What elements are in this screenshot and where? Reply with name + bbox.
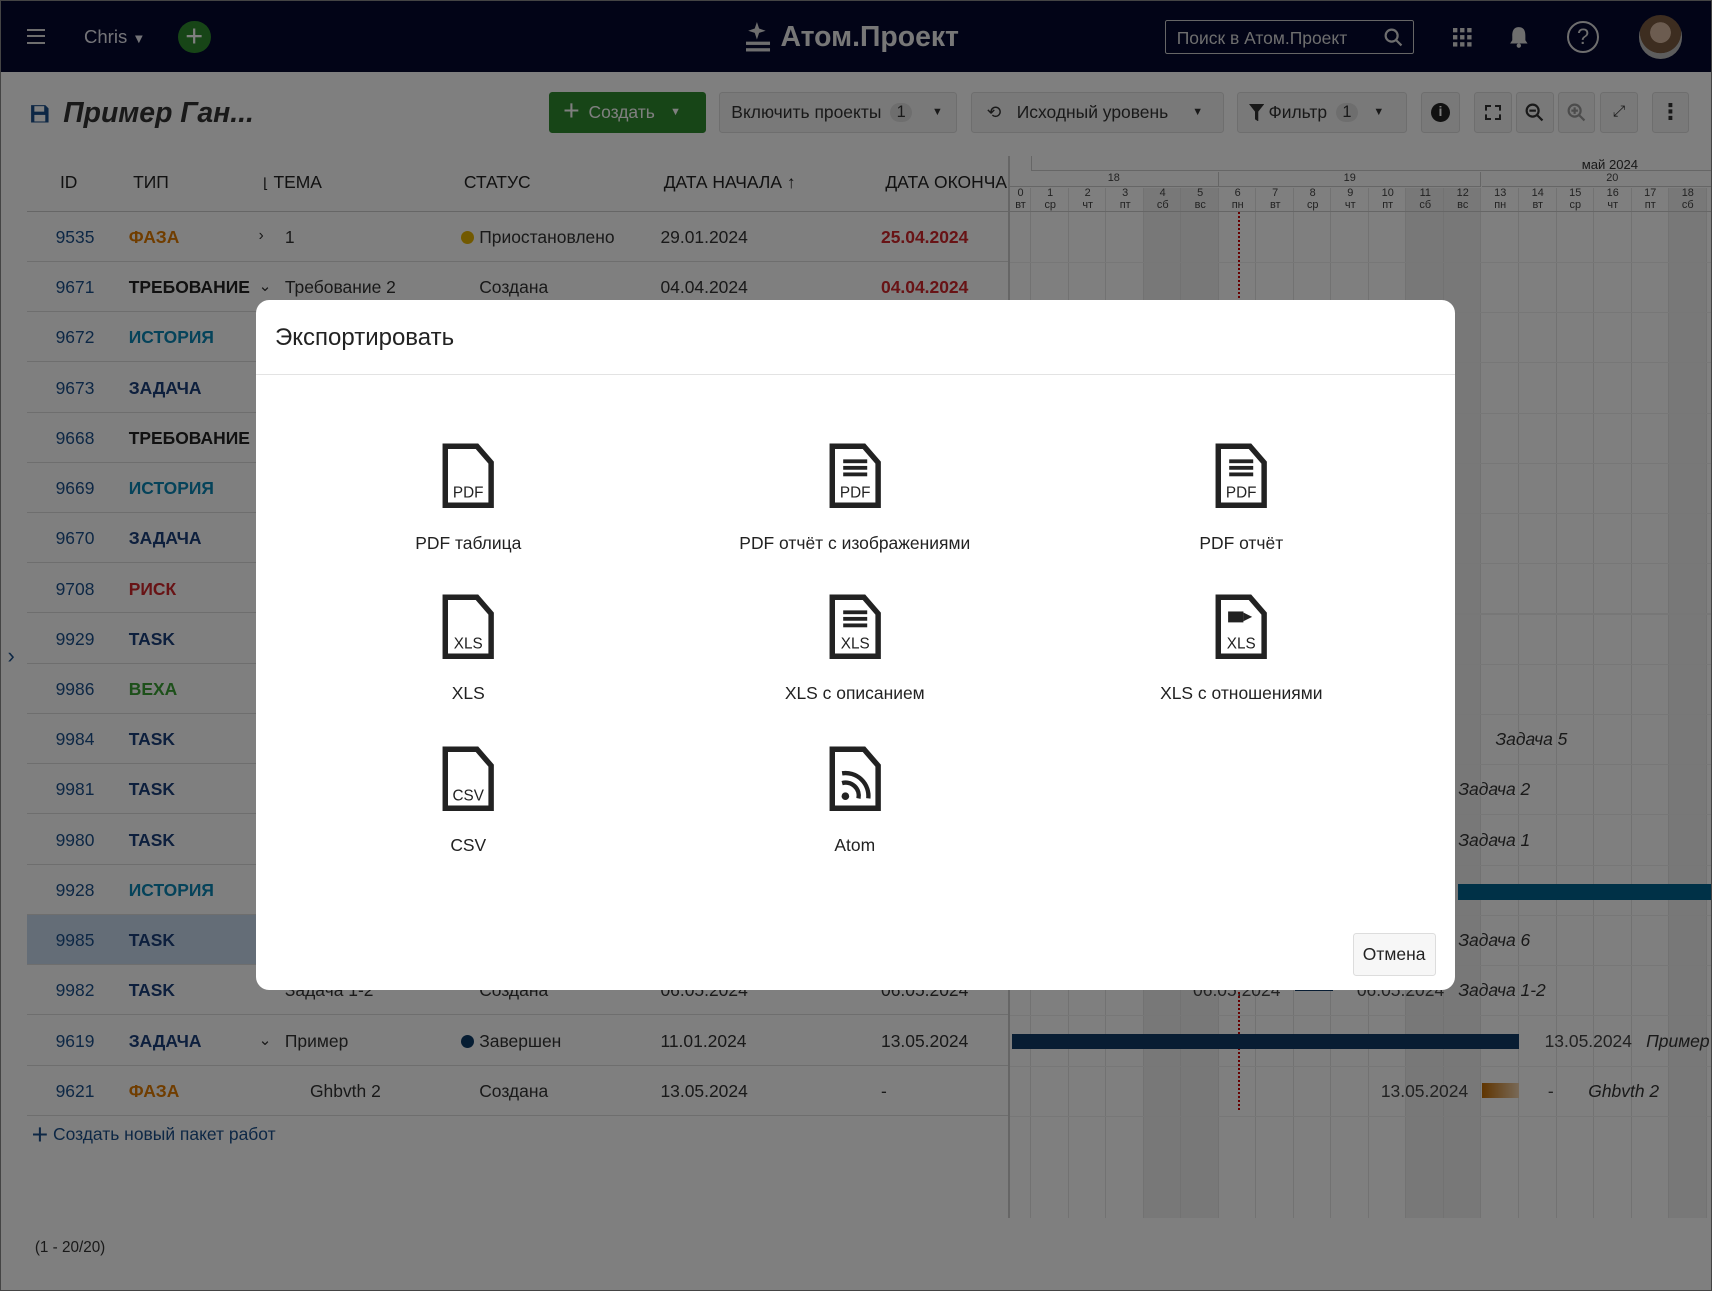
pdf-table-icon: PDF [442, 443, 494, 509]
export-option-label: Atom [834, 835, 876, 856]
export-option-label: PDF таблица [415, 532, 522, 553]
csv-icon: CSV [442, 746, 494, 811]
export-option[interactable]: Atom [691, 746, 1019, 857]
export-option[interactable]: XLS XLS с описанием [691, 594, 1019, 705]
export-option[interactable]: XLS XLS [305, 594, 633, 705]
export-option[interactable]: PDF PDF отчёт [1078, 443, 1406, 554]
export-option-label: XLS [451, 683, 485, 704]
svg-text:PDF: PDF [1226, 485, 1257, 502]
export-option[interactable]: PDF PDF таблица [305, 443, 633, 554]
pdf-report-images-icon: PDF [829, 443, 881, 509]
cancel-button[interactable]: Отмена [1352, 933, 1436, 976]
svg-text:PDF: PDF [839, 485, 870, 502]
pdf-report-icon: PDF [1215, 443, 1267, 509]
modal-title: Экспортировать [275, 324, 455, 352]
xls-relations-icon: XLS [1215, 594, 1267, 659]
export-option-label: XLS с отношениями [1160, 683, 1323, 704]
svg-text:CSV: CSV [453, 787, 485, 804]
svg-text:XLS: XLS [840, 635, 869, 652]
export-option-label: PDF отчёт с изображениями [739, 532, 971, 553]
export-option[interactable]: XLS XLS с отношениями [1078, 594, 1406, 705]
modal-divider [256, 374, 1456, 376]
export-option[interactable]: CSV CSV [305, 746, 633, 857]
export-option-label: CSV [450, 835, 487, 856]
xls-description-icon: XLS [829, 594, 881, 659]
atom-feed-icon [829, 746, 881, 811]
export-option-label: PDF отчёт [1199, 532, 1284, 553]
svg-text:XLS: XLS [1227, 635, 1256, 652]
export-option-label: XLS с описанием [784, 683, 925, 704]
xls-icon: XLS [442, 594, 494, 659]
svg-text:XLS: XLS [454, 635, 483, 652]
svg-text:PDF: PDF [453, 485, 484, 502]
export-modal: Экспортировать PDF PDF таблица PDF PDF отчё… [256, 300, 1456, 991]
export-option[interactable]: PDF PDF отчёт с изображениями [691, 443, 1019, 554]
